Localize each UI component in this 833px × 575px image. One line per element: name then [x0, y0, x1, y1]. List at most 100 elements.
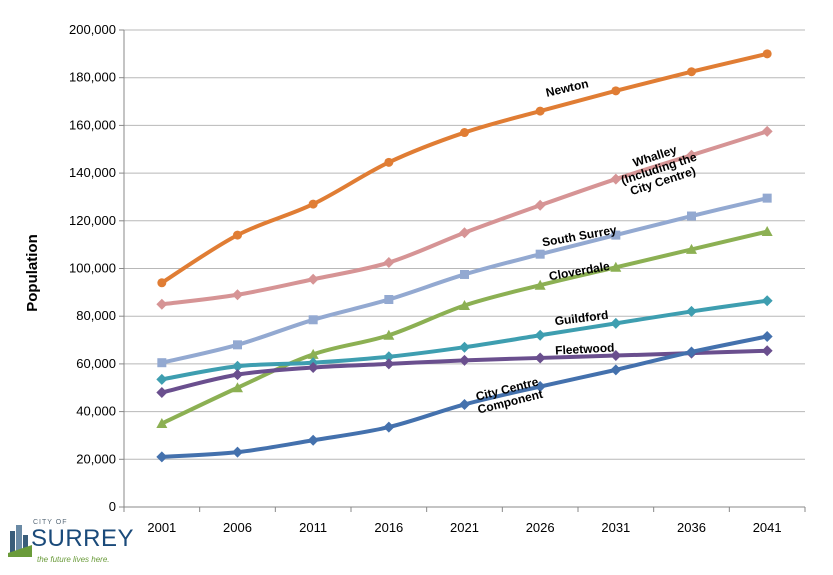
data-point: [761, 226, 773, 237]
y-tick-label: 100,000: [69, 261, 116, 276]
data-point: [687, 67, 696, 77]
data-point: [686, 346, 697, 358]
city-skyline-icon: [8, 525, 32, 557]
data-point: [761, 125, 773, 137]
x-tick-labels: 2001 2006 2011 2016 2021 2026 2031 2036 2041: [147, 520, 781, 535]
data-point: [686, 149, 697, 161]
data-point: [535, 106, 545, 116]
data-point: [307, 348, 319, 359]
series-cloverdale: [156, 226, 773, 429]
y-tick-label: 160,000: [69, 117, 116, 132]
data-point: [383, 329, 395, 340]
data-point: [460, 128, 469, 138]
series-line: [160, 51, 768, 285]
series-label: Fleetwood: [555, 340, 615, 357]
x-tick-label: 2041: [753, 520, 782, 535]
data-point: [534, 381, 546, 393]
data-point: [459, 398, 470, 410]
series-label: Cloverdale: [548, 259, 611, 283]
y-tick-label: 40,000: [76, 404, 116, 419]
data-point: [308, 199, 318, 209]
data-point: [534, 329, 546, 341]
series-newton: [157, 49, 772, 288]
data-point: [307, 273, 319, 285]
x-tick-label: 2021: [450, 520, 479, 535]
data-point: [610, 173, 622, 185]
data-point: [232, 360, 243, 372]
data-point: [761, 295, 773, 307]
series-group: [156, 49, 773, 463]
data-point: [156, 387, 168, 399]
y-axis-label: Population: [24, 234, 41, 312]
data-point: [534, 352, 546, 364]
data-point: [157, 358, 167, 368]
axes: [119, 29, 806, 512]
series-whalley-including-the-city-centre: [156, 125, 773, 310]
x-tick-label: 2011: [299, 520, 327, 535]
y-tick-label: 180,000: [69, 70, 116, 85]
logo-city-of: CITY OF: [33, 519, 68, 526]
data-point: [534, 279, 546, 290]
x-tick-label: 2031: [601, 520, 630, 535]
logo-tagline: the future lives here.: [37, 555, 110, 564]
series-line: [161, 196, 768, 365]
y-tick-label: 20,000: [76, 451, 116, 466]
data-point: [459, 227, 470, 239]
data-point: [232, 446, 243, 458]
data-point: [156, 373, 168, 385]
x-tick-label: 2016: [374, 520, 403, 535]
y-tick-label: 140,000: [69, 165, 116, 180]
data-point: [610, 350, 622, 362]
data-point: [611, 86, 621, 96]
data-point: [459, 341, 470, 353]
data-point: [233, 340, 242, 350]
data-point: [307, 361, 319, 373]
y-tick-label: 60,000: [76, 356, 116, 371]
y-tick-label: 80,000: [76, 308, 116, 323]
data-point: [383, 257, 395, 269]
data-point: [383, 421, 395, 433]
series-label: Guildford: [554, 308, 609, 328]
data-point: [156, 298, 168, 310]
data-point: [610, 364, 622, 376]
series-line: [161, 334, 768, 459]
data-point: [459, 354, 470, 366]
y-tick-label: 200,000: [69, 22, 116, 37]
data-point: [610, 261, 622, 272]
logo-name: SURREY: [31, 525, 135, 552]
data-point: [383, 358, 395, 370]
data-point: [384, 157, 394, 167]
data-point: [611, 230, 621, 240]
data-point: [156, 418, 168, 429]
data-point: [383, 351, 395, 363]
data-point: [232, 289, 243, 301]
y-tick-labels: 0 20,000 40,000 60,000 80,000 100,000 120,000 1…: [69, 22, 116, 514]
x-tick-label: 2026: [526, 520, 555, 535]
series-city-centre-component: [156, 330, 773, 463]
x-tick-label: 2036: [677, 520, 706, 535]
surrey-logo: CITY OF SURREY the future lives here.: [8, 519, 134, 567]
data-point: [534, 199, 546, 211]
data-point: [610, 317, 622, 329]
series-label: Whalley(Including theCity Centre): [615, 137, 702, 199]
data-point: [232, 369, 243, 381]
data-point: [686, 305, 697, 317]
y-tick-label: 0: [109, 499, 116, 514]
data-point: [687, 211, 696, 221]
series-south-surrey: [157, 193, 772, 368]
data-point: [233, 230, 242, 240]
data-point: [761, 345, 773, 357]
data-point: [459, 299, 470, 310]
data-point: [762, 49, 772, 59]
data-point: [762, 193, 772, 203]
series-line: [160, 229, 768, 426]
data-point: [535, 249, 545, 259]
data-point: [232, 382, 243, 393]
series-label: Newton: [544, 76, 589, 99]
y-tick-label: 120,000: [69, 213, 116, 228]
series-guildford: [156, 295, 773, 385]
data-point: [307, 434, 319, 446]
series-label: City CentreComponent: [473, 374, 544, 416]
